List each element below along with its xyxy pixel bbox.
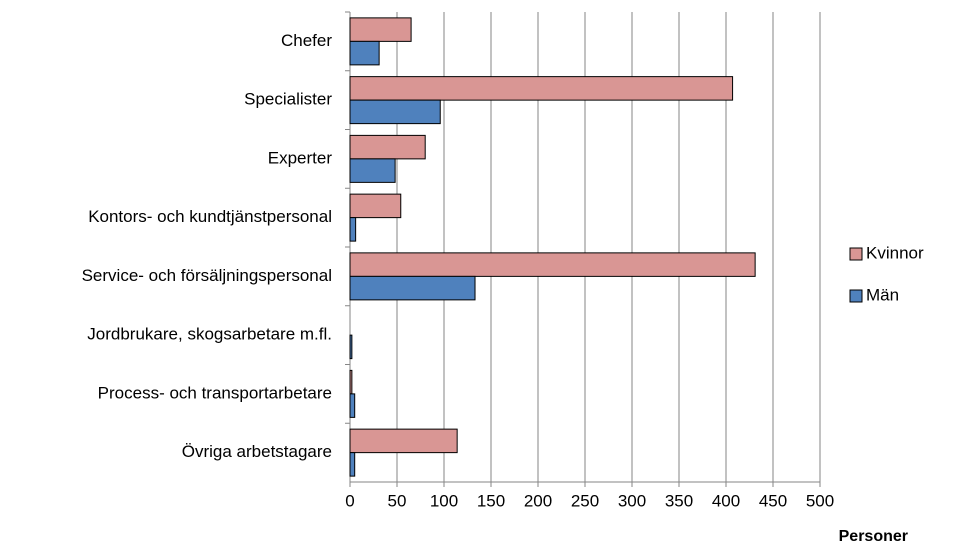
x-tick-label: 300	[618, 491, 646, 510]
x-tick-label: 50	[388, 491, 407, 510]
legend-swatch	[849, 247, 863, 261]
y-tick-label: Process- och transportarbetare	[98, 383, 332, 402]
legend-label: Kvinnor	[866, 243, 924, 262]
bar	[349, 452, 356, 477]
x-tick-label: 400	[712, 491, 740, 510]
bar	[349, 134, 426, 160]
bar	[349, 275, 476, 301]
y-tick-label: Specialister	[244, 90, 332, 109]
bar	[349, 369, 353, 395]
y-tick-label: Chefer	[281, 31, 332, 50]
x-tick-label: 450	[759, 491, 787, 510]
x-tick-label: 0	[345, 491, 354, 510]
legend-label: Män	[866, 285, 899, 304]
y-tick-label: Experter	[268, 148, 333, 167]
x-tick-label: 250	[571, 491, 599, 510]
x-tick-label: 200	[524, 491, 552, 510]
legend-swatch	[849, 289, 863, 303]
bar	[349, 252, 756, 277]
x-tick-label: 100	[430, 491, 458, 510]
bar	[349, 99, 441, 125]
x-axis-label: Personer	[839, 528, 908, 545]
bar	[349, 40, 380, 66]
y-tick-label: Jordbrukare, skogsarbetare m.fl.	[87, 325, 332, 344]
bar	[349, 76, 734, 101]
x-tick-label: 500	[806, 491, 834, 510]
x-tick-label: 350	[665, 491, 693, 510]
bar	[349, 158, 396, 183]
y-tick-label: Övriga arbetstagare	[182, 442, 332, 461]
bar	[349, 217, 357, 242]
bar	[349, 428, 458, 454]
y-tick-label: Service- och försäljningspersonal	[82, 266, 332, 285]
bar	[349, 17, 412, 42]
y-tick-label: Kontors- och kundtjänstpersonal	[88, 207, 332, 226]
bar	[349, 193, 402, 219]
bar	[349, 334, 353, 360]
bar	[349, 393, 356, 418]
x-tick-label: 150	[477, 491, 505, 510]
